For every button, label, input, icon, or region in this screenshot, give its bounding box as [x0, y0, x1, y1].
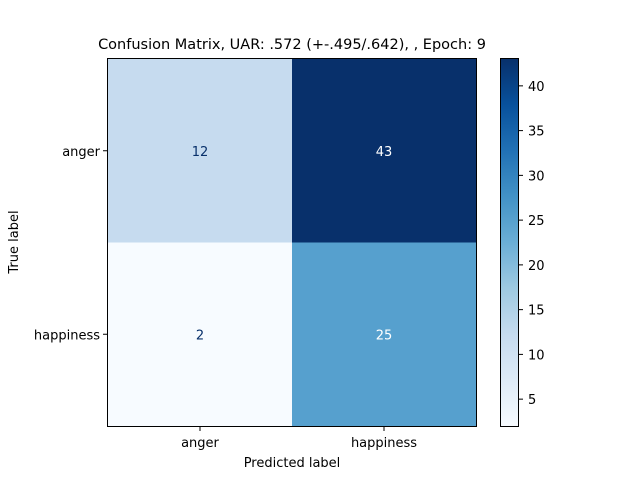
y-axis-label: True label: [7, 210, 22, 274]
colorbar-tick-label: 40: [528, 80, 545, 95]
colorbar-tick-label: 15: [528, 304, 545, 319]
y-tick-label: happiness: [34, 328, 100, 343]
colorbar-tick-label: 35: [528, 125, 545, 140]
cell-value-label: 12: [192, 145, 209, 160]
colorbar-tick-label: 30: [528, 169, 545, 184]
colorbar: [500, 58, 519, 427]
colorbar-tick-label: 5: [528, 393, 536, 408]
y-tick-label: anger: [62, 145, 100, 160]
matrix-cell: [292, 59, 477, 243]
x-tick-label: happiness: [351, 436, 417, 451]
colorbar-tick-label: 10: [528, 348, 545, 363]
matrix-cell: [292, 242, 477, 427]
chart-title: Confusion Matrix, UAR: .572 (+-.495/.642…: [98, 37, 486, 53]
colorbar-tick-label: 25: [528, 214, 545, 229]
x-tick-label: anger: [181, 436, 219, 451]
matrix-cell: [108, 59, 293, 243]
plot-frame: [107, 58, 477, 427]
x-axis-label: Predicted label: [244, 456, 341, 471]
matrix-cell: [108, 242, 293, 427]
cell-value-label: 25: [376, 328, 393, 343]
cell-value-label: 2: [196, 328, 204, 343]
colorbar-tick-label: 20: [528, 259, 545, 274]
cell-value-label: 43: [376, 145, 393, 160]
